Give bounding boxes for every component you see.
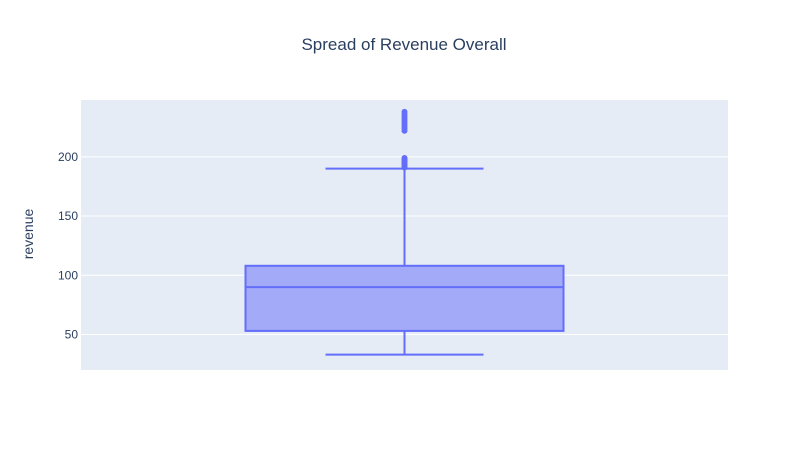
y-tick-label: 100 [58,268,78,282]
y-tick-label: 200 [58,150,78,164]
outlier-point[interactable] [401,108,408,115]
y-axis-label: revenue [20,208,36,259]
box-trace[interactable] [244,167,565,356]
y-axis-ticks: 50 100 150 200 [58,150,78,342]
y-tick-label: 50 [65,327,79,341]
chart-title: Spread of Revenue Overall [301,35,506,54]
outlier-points[interactable] [401,108,408,171]
box-iqr[interactable] [244,264,565,332]
y-tick-label: 150 [58,209,78,223]
outlier-point[interactable] [401,155,408,162]
